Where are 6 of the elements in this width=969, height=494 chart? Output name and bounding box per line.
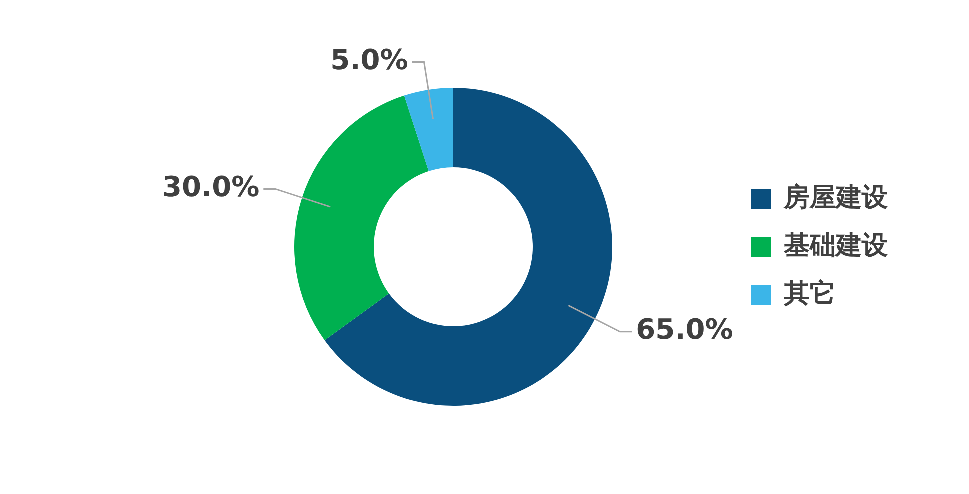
data-label: 5.0% [330, 44, 408, 77]
data-label: 65.0% [636, 313, 734, 346]
legend-label: 房屋建设 [783, 182, 888, 213]
data-label: 30.0% [162, 170, 260, 204]
legend-label: 基础建设 [783, 230, 888, 261]
legend-label: 其它 [783, 278, 836, 309]
